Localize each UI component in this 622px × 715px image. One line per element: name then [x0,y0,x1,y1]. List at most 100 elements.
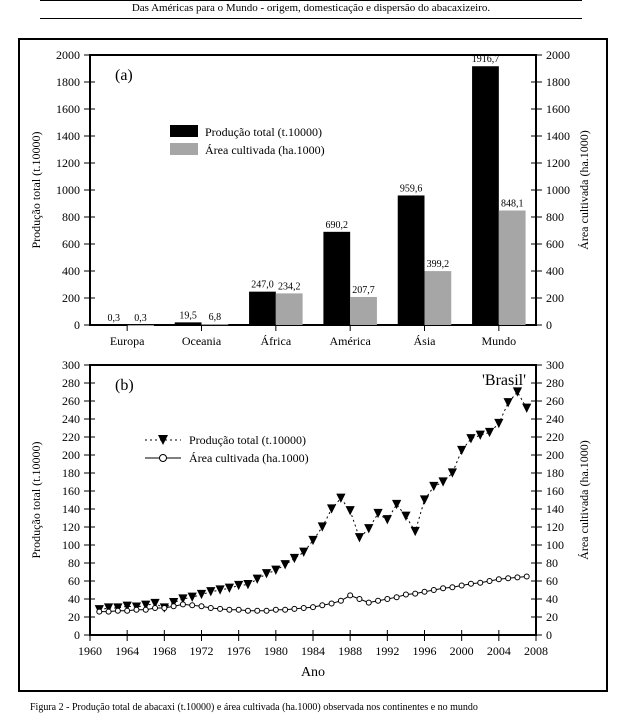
svg-text:120: 120 [62,520,80,534]
svg-text:40: 40 [68,592,80,606]
svg-text:Área cultivada (ha.1000): Área cultivada (ha.1000) [189,451,309,465]
svg-text:1964: 1964 [115,644,139,658]
svg-text:Área cultivada (ha.1000): Área cultivada (ha.1000) [577,130,591,250]
page-header: Das Américas para o Mundo - origem, dome… [0,2,622,14]
svg-text:300: 300 [62,360,80,372]
svg-text:200: 200 [62,291,80,305]
svg-text:0,3: 0,3 [134,313,147,324]
chart-a: 0 0 200 200 400 400 600 600 800 800 1000 1000 1200 12… [20,40,606,360]
svg-text:234,2: 234,2 [278,281,301,292]
svg-text:180: 180 [546,466,564,480]
svg-text:800: 800 [546,210,564,224]
svg-text:Ano: Ano [301,665,325,680]
svg-text:0,3: 0,3 [108,313,121,324]
svg-text:140: 140 [62,502,80,516]
figure-container: 0020020040040060060080080010001000120012… [18,38,608,692]
svg-text:1000: 1000 [546,183,570,197]
svg-text:1200: 1200 [546,156,570,170]
svg-text:280: 280 [62,376,80,390]
svg-text:280: 280 [546,376,564,390]
svg-text:400: 400 [546,264,564,278]
svg-text:1400: 1400 [56,129,80,143]
svg-text:'Brasil': 'Brasil' [482,372,526,389]
svg-text:0: 0 [74,628,80,642]
svg-text:690,2: 690,2 [326,220,349,231]
svg-text:2008: 2008 [524,644,548,658]
svg-text:Oceania: Oceania [182,334,222,348]
svg-text:240: 240 [546,412,564,426]
svg-text:1000: 1000 [56,183,80,197]
svg-text:Mundo: Mundo [481,334,516,348]
header-rule-top [40,0,582,1]
svg-text:140: 140 [546,502,564,516]
svg-text:América: América [330,334,372,348]
svg-text:(a): (a) [115,67,133,84]
svg-text:60: 60 [546,574,558,588]
svg-text:1200: 1200 [56,156,80,170]
svg-text:160: 160 [546,484,564,498]
svg-text:200: 200 [546,448,564,462]
svg-text:1800: 1800 [546,75,570,89]
svg-text:2000: 2000 [450,644,474,658]
svg-text:0: 0 [546,628,552,642]
svg-text:260: 260 [546,394,564,408]
svg-text:2000: 2000 [56,48,80,62]
svg-text:África: África [261,334,292,348]
svg-text:1976: 1976 [227,644,251,658]
svg-text:959,6: 959,6 [400,183,423,194]
svg-text:247,0: 247,0 [251,280,274,291]
svg-text:1960: 1960 [78,644,102,658]
svg-text:1984: 1984 [301,644,325,658]
svg-text:100: 100 [546,538,564,552]
svg-text:1400: 1400 [546,129,570,143]
svg-text:19,5: 19,5 [179,310,197,321]
svg-text:40: 40 [546,592,558,606]
svg-text:240: 240 [62,412,80,426]
svg-text:Ásia: Ásia [414,334,437,348]
svg-text:(b): (b) [115,377,134,394]
svg-text:1600: 1600 [56,102,80,116]
svg-text:80: 80 [546,556,558,570]
svg-text:600: 600 [546,237,564,251]
svg-text:20: 20 [68,610,80,624]
svg-text:200: 200 [546,291,564,305]
svg-text:60: 60 [68,574,80,588]
svg-text:Produção total (t.10000): Produção total (t.10000) [29,442,43,559]
svg-text:2000: 2000 [546,48,570,62]
svg-text:399,2: 399,2 [427,259,450,270]
svg-text:0: 0 [74,318,80,332]
svg-text:1988: 1988 [338,644,362,658]
svg-text:0: 0 [546,318,552,332]
svg-text:80: 80 [68,556,80,570]
svg-text:220: 220 [62,430,80,444]
svg-text:200: 200 [62,448,80,462]
svg-text:2004: 2004 [487,644,511,658]
svg-text:220: 220 [546,430,564,444]
svg-text:600: 600 [62,237,80,251]
svg-text:1968: 1968 [152,644,176,658]
svg-text:207,7: 207,7 [352,285,375,296]
svg-text:180: 180 [62,466,80,480]
svg-text:160: 160 [62,484,80,498]
svg-text:800: 800 [62,210,80,224]
svg-text:20: 20 [546,610,558,624]
svg-text:1980: 1980 [264,644,288,658]
svg-text:Produção total (t.10000): Produção total (t.10000) [189,433,306,447]
svg-text:1600: 1600 [546,102,570,116]
svg-text:400: 400 [62,264,80,278]
svg-text:120: 120 [546,520,564,534]
svg-text:1972: 1972 [190,644,214,658]
svg-text:848,1: 848,1 [501,199,524,210]
svg-text:6,8: 6,8 [209,312,222,323]
header-rule [40,18,582,19]
svg-text:100: 100 [62,538,80,552]
svg-text:Produção total (t.10000): Produção total (t.10000) [29,132,43,249]
svg-text:Europa: Europa [110,334,145,348]
svg-text:300: 300 [546,360,564,372]
chart-b: 0 0 20 20 40 40 60 60 80 80 100 100 120 120 140 140 160 1… [20,360,606,690]
svg-text:260: 260 [62,394,80,408]
svg-text:Produção total (t.10000): Produção total (t.10000) [205,125,322,139]
svg-text:Área cultivada (ha.1000): Área cultivada (ha.1000) [577,440,591,560]
svg-text:Área cultivada (ha.1000): Área cultivada (ha.1000) [205,143,325,157]
svg-text:1992: 1992 [375,644,399,658]
